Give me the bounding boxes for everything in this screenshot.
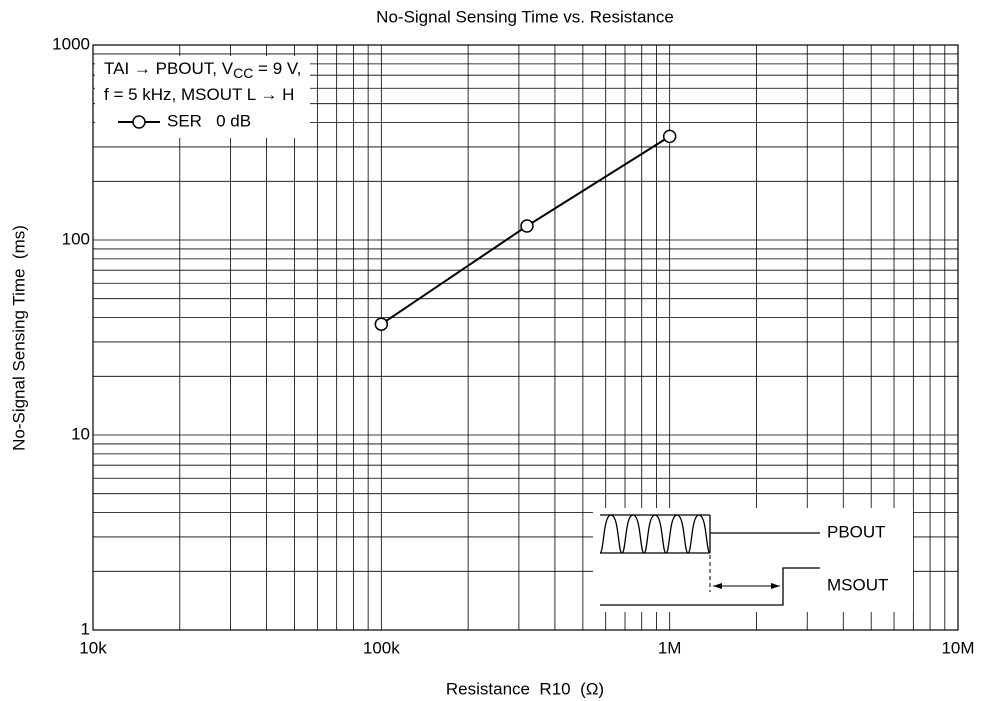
inset-label: PBOUT <box>827 522 886 541</box>
data-point <box>662 129 677 144</box>
y-tick-label: 1000 <box>52 34 90 53</box>
legend: TAI → PBOUT, VCC = 9 V, f = 5 kHz, MSOUT … <box>95 56 310 138</box>
x-axis-label: Resistance R10 (Ω) <box>446 679 604 698</box>
data-point <box>520 219 534 233</box>
legend-box <box>95 56 310 138</box>
subscript: CC <box>233 65 253 81</box>
inset-box <box>593 508 913 612</box>
condition-part: f = 5 kHz, MSOUT L → H <box>104 85 294 104</box>
condition-part: = 9 V, <box>253 59 301 78</box>
y-tick-label: 100 <box>62 229 90 248</box>
inset-diagram: PBOUT MSOUT <box>593 508 913 612</box>
x-tick-label: 100k <box>363 638 400 657</box>
data-point <box>374 317 389 331</box>
legend-marker <box>132 115 146 129</box>
x-tick-label: 10M <box>941 638 974 657</box>
y-axis-label: No-Signal Sensing Time (ms) <box>9 225 28 451</box>
inset-label: MSOUT <box>827 575 888 594</box>
x-tick-label: 10k <box>79 638 107 657</box>
msout-line <box>600 567 820 606</box>
y-tick-label: 10 <box>71 424 90 443</box>
legend-label: SER 0 dB <box>167 111 251 130</box>
y-tick-label: 1 <box>81 619 90 638</box>
x-tick-label: 1M <box>658 638 682 657</box>
condition-text: f = 5 kHz, MSOUT L → H <box>104 85 294 104</box>
condition-text: TAI → PBOUT, VCC = 9 V, <box>104 59 301 80</box>
condition-part: TAI → PBOUT, V <box>104 59 234 78</box>
chart-title: No-Signal Sensing Time vs. Resistance <box>376 7 674 26</box>
plot-frame <box>92 44 959 631</box>
